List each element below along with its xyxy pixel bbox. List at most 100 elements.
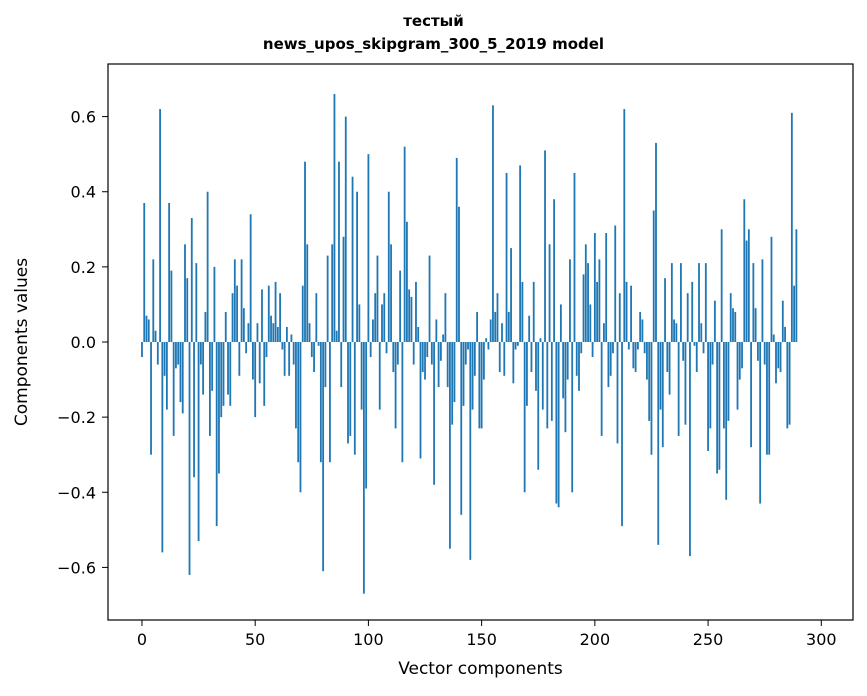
bar <box>494 311 497 342</box>
bar <box>213 266 216 342</box>
bar <box>614 225 617 342</box>
bar <box>550 342 553 421</box>
bar <box>528 315 531 342</box>
bar <box>752 263 755 342</box>
bar <box>505 172 508 342</box>
bar <box>578 342 580 391</box>
bar <box>199 342 202 365</box>
bar <box>301 285 304 342</box>
bar <box>680 263 682 342</box>
bar <box>723 342 725 429</box>
bar <box>190 218 193 342</box>
bar <box>161 342 164 553</box>
bar <box>738 342 741 380</box>
bar <box>188 342 191 575</box>
bar <box>313 342 315 373</box>
bar <box>768 342 771 455</box>
bar <box>224 311 227 342</box>
bar <box>718 342 721 470</box>
bar <box>344 116 347 342</box>
bar <box>464 342 467 365</box>
bar <box>503 342 506 376</box>
bar <box>639 311 642 342</box>
bar <box>433 342 435 485</box>
bar <box>238 342 241 376</box>
bar <box>478 342 481 429</box>
bar <box>532 281 535 342</box>
bar <box>378 342 381 410</box>
bar <box>784 326 786 342</box>
bar <box>512 342 515 384</box>
bar <box>143 203 146 342</box>
bar <box>295 342 297 429</box>
bar <box>304 161 306 342</box>
bar <box>655 142 657 342</box>
bar <box>485 338 488 342</box>
bar <box>501 323 503 342</box>
bar <box>335 330 338 342</box>
bar <box>331 244 334 342</box>
y-tick-label: 0.0 <box>71 333 96 352</box>
bar <box>756 342 759 361</box>
bar <box>763 342 766 365</box>
bar <box>329 342 331 463</box>
bar <box>412 342 415 365</box>
bar <box>229 342 232 406</box>
bar <box>659 342 662 410</box>
bar <box>428 255 431 342</box>
chart-title-line-1: тестый <box>403 12 464 30</box>
bar <box>775 342 777 384</box>
bar <box>215 342 218 527</box>
bar <box>399 270 402 342</box>
bar <box>793 285 796 342</box>
bar <box>482 342 485 380</box>
bar <box>165 342 168 410</box>
bar <box>231 293 234 342</box>
bar <box>186 278 189 342</box>
bar <box>390 244 392 342</box>
bar <box>492 105 494 342</box>
bar <box>247 323 250 342</box>
bar <box>754 308 757 342</box>
y-tick-label: 0.2 <box>71 258 96 277</box>
x-tick-label: 100 <box>353 630 384 649</box>
bar <box>632 342 635 369</box>
bar <box>713 300 716 342</box>
bar <box>519 165 522 342</box>
bar <box>745 240 748 342</box>
bar <box>367 154 370 342</box>
bar <box>369 342 372 358</box>
bar <box>729 293 732 342</box>
bar <box>430 342 433 365</box>
bar <box>795 229 798 342</box>
bar <box>193 342 195 478</box>
bar <box>385 342 388 354</box>
bar <box>242 308 245 342</box>
bar <box>292 342 295 365</box>
bar <box>704 263 707 342</box>
bar <box>208 342 211 436</box>
bar <box>453 342 456 403</box>
bars <box>141 94 798 594</box>
bar <box>526 342 528 406</box>
bar <box>306 244 309 342</box>
bar <box>596 281 599 342</box>
bar <box>421 342 424 373</box>
bar <box>141 342 143 358</box>
bar <box>458 206 460 342</box>
bar <box>401 342 404 463</box>
bar <box>535 342 537 391</box>
bar <box>720 229 723 342</box>
bar <box>426 342 429 358</box>
bar <box>496 293 499 342</box>
bar <box>677 342 680 436</box>
y-axis-ticks: −0.6 −0.4 −0.2 0.0 0.2 0.4 0.6 <box>57 108 108 577</box>
bar <box>781 300 784 342</box>
bar <box>263 342 266 406</box>
bar <box>267 285 270 342</box>
bar <box>555 342 558 504</box>
bar <box>725 342 728 500</box>
bar <box>607 342 610 388</box>
y-axis-label: Components values <box>12 257 32 427</box>
bar <box>236 285 238 342</box>
